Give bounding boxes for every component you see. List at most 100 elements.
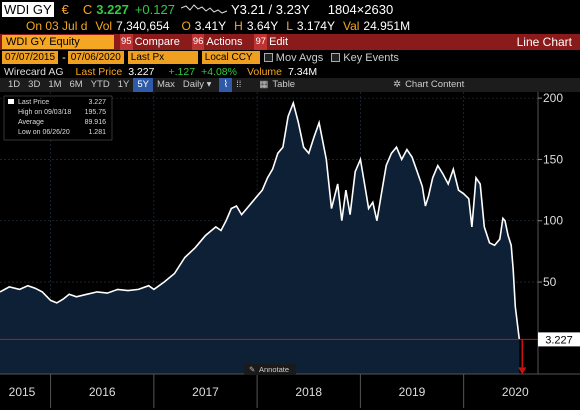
compare-label: Compare	[134, 36, 180, 48]
low-value: 3.174	[296, 19, 327, 33]
pencil-icon: ✎	[249, 365, 255, 374]
price-chart[interactable]: 50 100 150 200 2015 2016 2017 2018 2019 2020 3.2…	[0, 92, 580, 410]
stats-avg-label: Average	[18, 119, 44, 126]
compare-number: 95	[120, 34, 133, 50]
line-swatch	[8, 99, 14, 104]
menu-bar: WDI GY Equity 95 Compare 96 Actions 97 E…	[0, 34, 580, 50]
high-label: H	[234, 19, 243, 33]
security-field[interactable]: WDI GY Equity	[2, 35, 114, 49]
parameter-bar: 07/07/2015 - 07/06/2020 Last Px Local CC…	[0, 50, 580, 65]
table-icon[interactable]: ▦	[259, 79, 269, 90]
price-line	[0, 100, 521, 340]
bid-ask-size: 1804×2630	[327, 1, 394, 17]
compare-button[interactable]: 95 Compare	[114, 34, 186, 50]
quote-line: WDI GY € C 3.227 +0.127 Y 3.21 / 3.23 Y …	[0, 0, 580, 18]
low-label: L	[286, 19, 293, 33]
chart-toolbar: 1D 3D 1M 6M YTD 1Y 5Y Max Daily ▾ ⌇ ⁞⁞ ▦ Table …	[0, 78, 580, 92]
frequency-select[interactable]: Daily ▾	[182, 79, 212, 90]
open-label: O	[181, 19, 191, 33]
volume-value: 7,340,654	[116, 19, 170, 33]
down-arrow-icon	[518, 339, 527, 375]
currency-select[interactable]: Local CCY	[201, 51, 260, 64]
legend-change: +.127	[168, 65, 196, 78]
bid-ask: 3.21 / 3.23	[239, 1, 302, 17]
chart-content-button[interactable]: Chart Content	[405, 79, 465, 90]
last-price: 3.227	[96, 1, 129, 17]
last-price-tag: 3.227	[538, 332, 580, 347]
annotate-button[interactable]: ✎ Annotate	[244, 364, 296, 375]
close-label: C	[82, 1, 93, 17]
date-separator: -	[62, 51, 66, 64]
stats-legend-box: Last Price 3.227 High on 09/03/18 195.75…	[3, 95, 113, 141]
currency-symbol: €	[61, 1, 69, 17]
end-date-input[interactable]: 07/06/2020	[67, 51, 124, 64]
mov-avgs-label: Mov Avgs	[275, 51, 324, 64]
edit-button[interactable]: 97 Edit	[248, 34, 294, 50]
ticker-box[interactable]: WDI GY	[2, 1, 54, 17]
y-tick-label: 150	[543, 152, 563, 166]
low-suffix: Y	[326, 19, 335, 33]
quote-date: On 03 Jul d	[26, 19, 88, 33]
stats-avg-value: 89.916	[85, 119, 107, 126]
legend-volume-value: 7.34M	[288, 65, 318, 78]
price-area	[0, 103, 520, 374]
period-button-3d[interactable]: 3D	[28, 79, 41, 90]
legend-volume-label: Volume	[246, 65, 282, 78]
actions-label: Actions	[206, 36, 243, 48]
x-tick-label: 2017	[192, 385, 219, 399]
actions-number: 96	[191, 34, 205, 50]
y-tick-label: 50	[543, 275, 557, 289]
edit-label: Edit	[269, 36, 289, 48]
value-label: Val	[342, 19, 360, 33]
last-price-tag-text: 3.227	[545, 334, 573, 346]
company-name: Wirecard AG	[4, 65, 64, 78]
edit-number: 97	[254, 34, 268, 50]
field-select[interactable]: Last Px	[127, 51, 198, 64]
period-button-1y[interactable]: 1Y	[117, 79, 130, 90]
key-events-label: Key Events	[343, 51, 399, 64]
gear-icon[interactable]: ✲	[393, 79, 402, 90]
spark-y-label: Y	[230, 1, 240, 17]
line-chart-icon[interactable]: ⌇	[219, 78, 233, 92]
annotate-label: Annotate	[259, 365, 289, 374]
key-events-checkbox[interactable]	[331, 53, 341, 62]
x-tick-label: 2016	[89, 385, 116, 399]
value-traded: 24.951M	[363, 19, 411, 33]
actions-button[interactable]: 96 Actions	[186, 34, 249, 50]
period-button-1d[interactable]: 1D	[8, 79, 21, 90]
security-legend: Wirecard AG Last Price 3.227 +.127 +4.08…	[0, 65, 580, 78]
session-stats-line: On 03 Jul d Vol 7,340,654 O 3.41 Y H 3.6…	[0, 18, 580, 34]
period-button-ytd[interactable]: YTD	[90, 79, 110, 90]
y-tick-label: 200	[543, 92, 563, 105]
start-date-input[interactable]: 07/07/2015	[2, 51, 59, 64]
stats-low-label: Low on 06/26/20	[18, 129, 70, 136]
frequency-label: Daily	[182, 79, 205, 90]
y-axis-ticks: 50 100 150 200	[538, 92, 563, 289]
x-axis-ticks: 2015 2016 2017 2018 2019 2020	[9, 374, 529, 408]
x-tick-label: 2018	[295, 385, 322, 399]
period-button-5y[interactable]: 5Y	[133, 78, 153, 92]
x-tick-label: 2020	[502, 385, 529, 399]
stats-high-value: 195.75	[85, 109, 107, 116]
x-tick-label: 2015	[9, 385, 36, 399]
bar-chart-icon[interactable]: ⁞⁞	[236, 79, 242, 90]
stats-high-label: High on 09/03/18	[18, 109, 71, 116]
high-suffix: Y	[270, 19, 279, 33]
bid-ask-suffix: Y	[301, 1, 310, 17]
stats-last-value: 3.227	[88, 99, 106, 106]
table-button[interactable]: Table	[272, 79, 296, 90]
chart-type-title: Line Chart	[516, 35, 572, 49]
high-value: 3.64	[246, 19, 271, 33]
stats-last-label: Last Price	[18, 99, 49, 106]
volume-label: Vol	[95, 19, 113, 33]
period-button-max[interactable]: Max	[156, 79, 175, 90]
open-value: 3.41	[194, 19, 219, 33]
legend-pct-change: +4.08%	[201, 65, 237, 78]
period-button-6m[interactable]: 6M	[69, 79, 83, 90]
legend-last-value: 3.227	[128, 65, 155, 78]
sparkline-icon	[180, 4, 228, 14]
x-tick-label: 2019	[399, 385, 426, 399]
period-button-1m[interactable]: 1M	[48, 79, 62, 90]
y-tick-label: 100	[543, 214, 563, 228]
mov-avgs-checkbox[interactable]	[263, 53, 273, 62]
